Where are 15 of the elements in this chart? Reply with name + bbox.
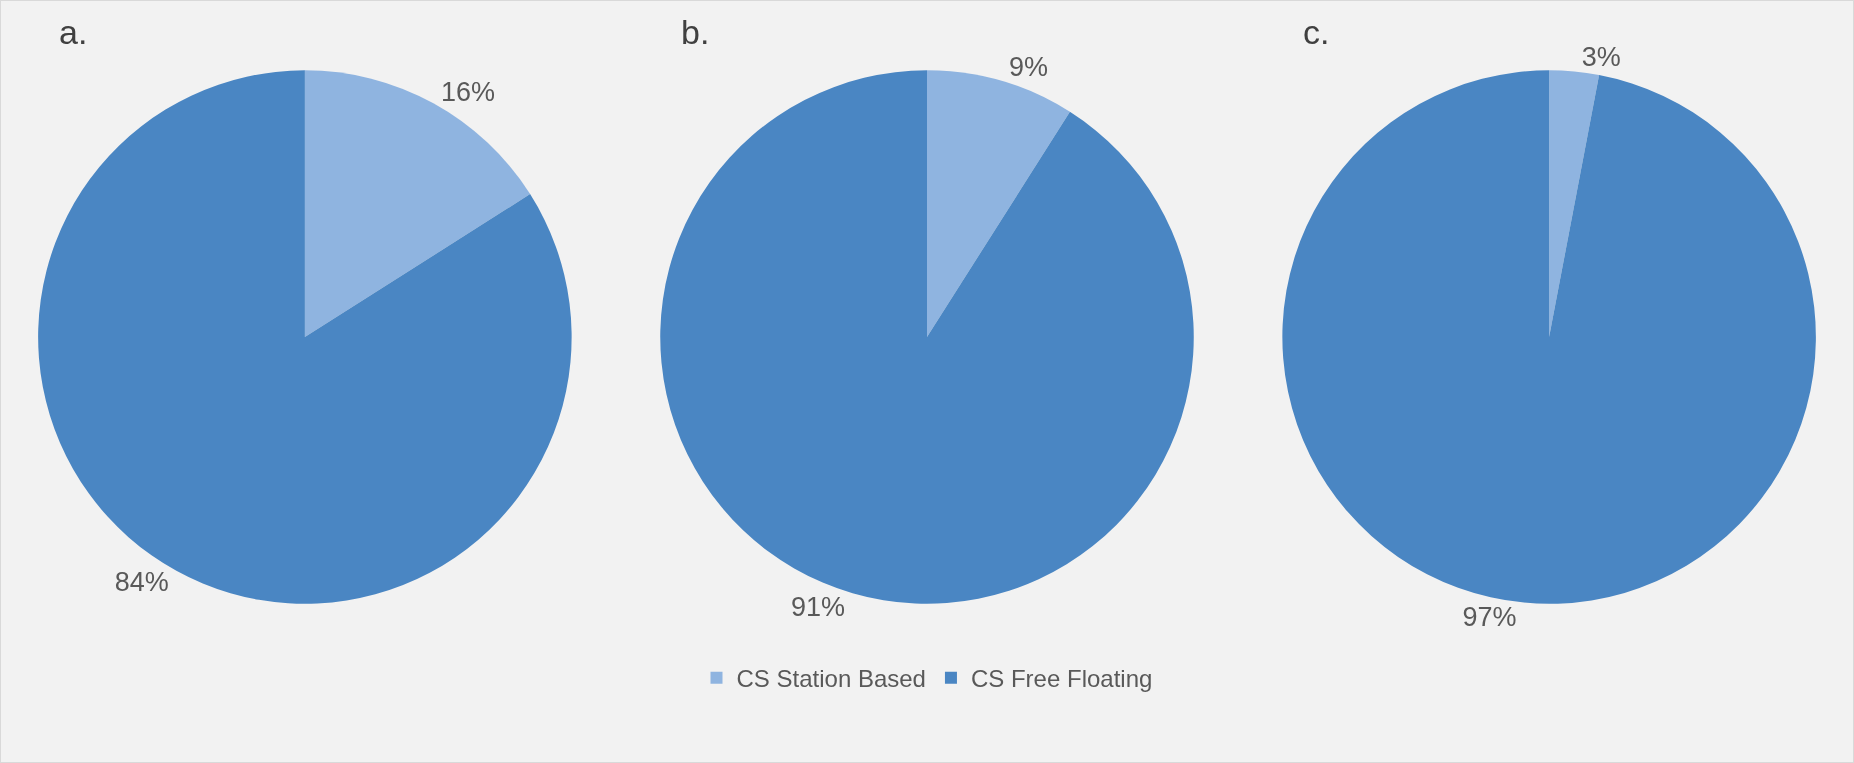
data-label: 3% (1581, 41, 1621, 72)
data-label: 9% (1008, 52, 1048, 83)
chart-title: c. (1303, 13, 1330, 51)
pie-slice (1549, 70, 1600, 338)
pie-slice (304, 70, 531, 338)
chart-title: a. (59, 13, 88, 51)
data-label: 91% (791, 592, 846, 623)
data-label: 84% (114, 567, 169, 598)
legend-label: CS Station Based (736, 665, 926, 693)
chart-title: b. (681, 13, 710, 51)
pie-slice (1282, 70, 1816, 604)
pie-slice (38, 70, 572, 604)
data-label: 97% (1462, 602, 1517, 633)
data-label: 16% (440, 76, 495, 107)
legend-label: CS Free Floating (970, 665, 1153, 693)
